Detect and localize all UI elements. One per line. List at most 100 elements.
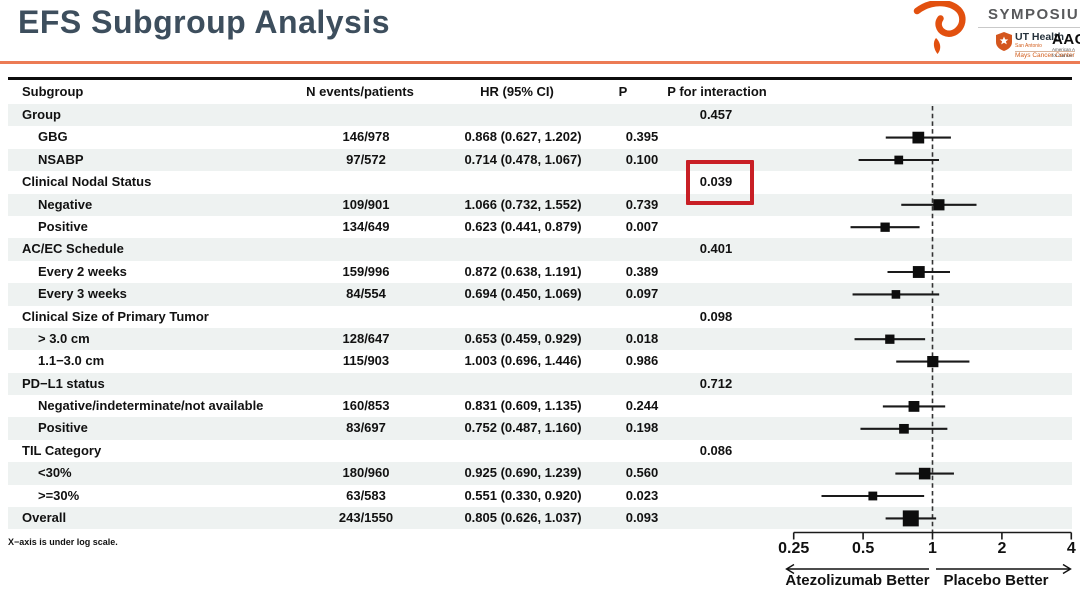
significant-p-highlight-box [686, 160, 754, 205]
aacr-line2: for Cancer [1052, 52, 1074, 58]
events-patients-value: 109/901 [342, 196, 390, 212]
table-row: GBG 146/978 0.868 (0.627, 1.202) 0.395 [8, 126, 1072, 148]
events-patients-value: 243/1550 [338, 510, 394, 526]
symposium-wordmark: SYMPOSIUM [988, 6, 1080, 23]
subgroup-label: PD−L1 status [22, 375, 105, 391]
p-value: 0.986 [625, 353, 659, 369]
col-hr-ci: HR (95% CI) [480, 84, 554, 99]
subgroup-label: AC/EC Schedule [22, 241, 124, 257]
ut-health-shield-icon [996, 32, 1012, 51]
title-rule [0, 61, 1080, 64]
events-patients-value: 83/697 [346, 420, 386, 436]
p-value: 0.023 [625, 487, 659, 503]
table-row: >=30% 63/583 0.551 (0.330, 0.920) 0.023 [8, 485, 1072, 507]
ut-health-name: UT Health [1015, 31, 1065, 43]
table-row: PD−L1 status 0.712 [8, 372, 1072, 396]
x-axis-tick-label: 4 [1066, 540, 1076, 557]
subgroup-label: 1.1−3.0 cm [38, 353, 105, 369]
table-header-row: Subgroup N events/patients HR (95% CI) P… [8, 80, 1072, 104]
table-top-border [8, 77, 1072, 80]
aacr-line1: American A [1052, 47, 1076, 52]
table-row: TIL Category 0.086 [8, 440, 1072, 462]
subgroup-label: Every 3 weeks [38, 286, 127, 302]
aacr-abbr: AAC [1052, 31, 1080, 48]
p-value: 0.395 [625, 129, 659, 145]
hr-ci-value: 0.868 (0.627, 1.202) [464, 129, 582, 145]
p-value: 0.018 [625, 330, 659, 346]
p-interaction-value: 0.401 [699, 241, 733, 257]
events-patients-value: 160/853 [342, 398, 390, 414]
x-axis-tick-label: 0.5 [851, 540, 875, 557]
direction-label-left: Atezolizumab Better [785, 572, 930, 589]
x-axis-tick-label: 1 [928, 540, 937, 557]
table-row: > 3.0 cm 128/647 0.653 (0.459, 0.929) 0.018 [8, 327, 1072, 351]
subgroup-label: <30% [38, 465, 72, 481]
p-interaction-value: 0.039 [699, 174, 733, 190]
events-patients-value: 97/572 [346, 151, 386, 167]
p-interaction-value: 0.457 [699, 107, 733, 122]
p-value: 0.244 [625, 398, 659, 414]
table-row: <30% 180/960 0.925 (0.690, 1.239) 0.560 [8, 462, 1072, 485]
table-row: Clinical Size of Primary Tumor 0.098 [8, 306, 1072, 328]
table-row: NSABP 97/572 0.714 (0.478, 1.067) 0.100 [8, 148, 1072, 172]
events-patients-value: 134/649 [342, 218, 390, 234]
col-subgroup: Subgroup [22, 84, 84, 99]
p-value: 0.093 [625, 510, 659, 526]
table-row: AC/EC Schedule 0.401 [8, 238, 1072, 261]
right-arrow-head-icon [1062, 563, 1072, 575]
p-value: 0.389 [625, 263, 659, 279]
events-patients-value: 84/554 [346, 286, 386, 302]
subgroup-label: NSABP [38, 151, 84, 167]
hr-ci-value: 0.714 (0.478, 1.067) [464, 151, 582, 167]
col-p-interaction: P for interaction [667, 84, 767, 99]
p-value: 0.100 [625, 151, 659, 167]
hr-ci-value: 0.694 (0.450, 1.069) [464, 286, 582, 302]
logo-divider [978, 27, 1080, 28]
subgroup-label: Negative/indeterminate/not available [38, 398, 264, 414]
table-row: Every 2 weeks 159/996 0.872 (0.638, 1.191)… [8, 261, 1072, 283]
p-interaction-value: 0.086 [699, 442, 733, 458]
x-axis-tick-label: 0.25 [778, 540, 810, 557]
col-p: P [618, 84, 628, 99]
hr-ci-value: 0.805 (0.626, 1.037) [464, 510, 582, 526]
subgroup-label: TIL Category [22, 442, 102, 458]
events-patients-value: 128/647 [342, 330, 390, 346]
table-row: Group 0.457 [8, 104, 1072, 127]
sabcs-ribbon-icon [913, 1, 966, 54]
events-patients-value: 180/960 [342, 465, 390, 481]
p-value: 0.198 [625, 420, 659, 436]
hr-ci-value: 1.066 (0.732, 1.552) [464, 196, 582, 212]
direction-label-right: Placebo Better [943, 572, 1049, 589]
logo-cluster: SYMPOSIUM UT Health San Antonio Mays Can… [900, 0, 1080, 60]
subgroup-label: Overall [22, 510, 67, 526]
events-patients-value: 63/583 [346, 487, 386, 503]
hr-ci-value: 0.925 (0.690, 1.239) [464, 465, 582, 481]
hr-ci-value: 1.003 (0.696, 1.446) [464, 353, 582, 369]
table-row: Clinical Nodal Status 0.039 [8, 171, 1072, 193]
p-value: 0.739 [625, 196, 659, 212]
x-axis-tick-label: 2 [997, 540, 1007, 557]
table-row: Negative/indeterminate/not available 160/… [8, 395, 1072, 417]
table-body: Group 0.457 GBG 146/978 0.868 (0.627, 1.202)… [8, 104, 1072, 530]
col-events: N events/patients [306, 84, 414, 99]
p-interaction-value: 0.712 [699, 375, 733, 391]
subgroup-label: Group [22, 107, 61, 122]
ut-health-city: San Antonio [1015, 42, 1042, 49]
aacr-logo: AAC American A for Cancer [1052, 32, 1080, 58]
table-row: Positive 134/649 0.623 (0.441, 0.879) 0.007 [8, 216, 1072, 238]
hr-ci-value: 0.551 (0.330, 0.920) [464, 487, 582, 503]
p-value: 0.007 [625, 218, 659, 234]
hr-ci-value: 0.752 (0.487, 1.160) [464, 420, 582, 436]
ut-health-logo: UT Health San Antonio Mays Cancer Center [996, 32, 1075, 59]
subgroup-label: Negative [38, 196, 93, 212]
events-patients-value: 146/978 [342, 129, 390, 145]
axis-footnote: X−axis is under log scale. [8, 537, 118, 547]
table-row: Positive 83/697 0.752 (0.487, 1.160) 0.198 [8, 417, 1072, 440]
p-value: 0.097 [625, 286, 659, 302]
hr-ci-value: 0.831 (0.609, 1.135) [464, 398, 582, 414]
subgroup-label: Positive [38, 420, 88, 436]
subgroup-label: Clinical Nodal Status [22, 174, 152, 190]
hr-ci-value: 0.623 (0.441, 0.879) [464, 218, 582, 234]
subgroup-label: Positive [38, 218, 88, 234]
